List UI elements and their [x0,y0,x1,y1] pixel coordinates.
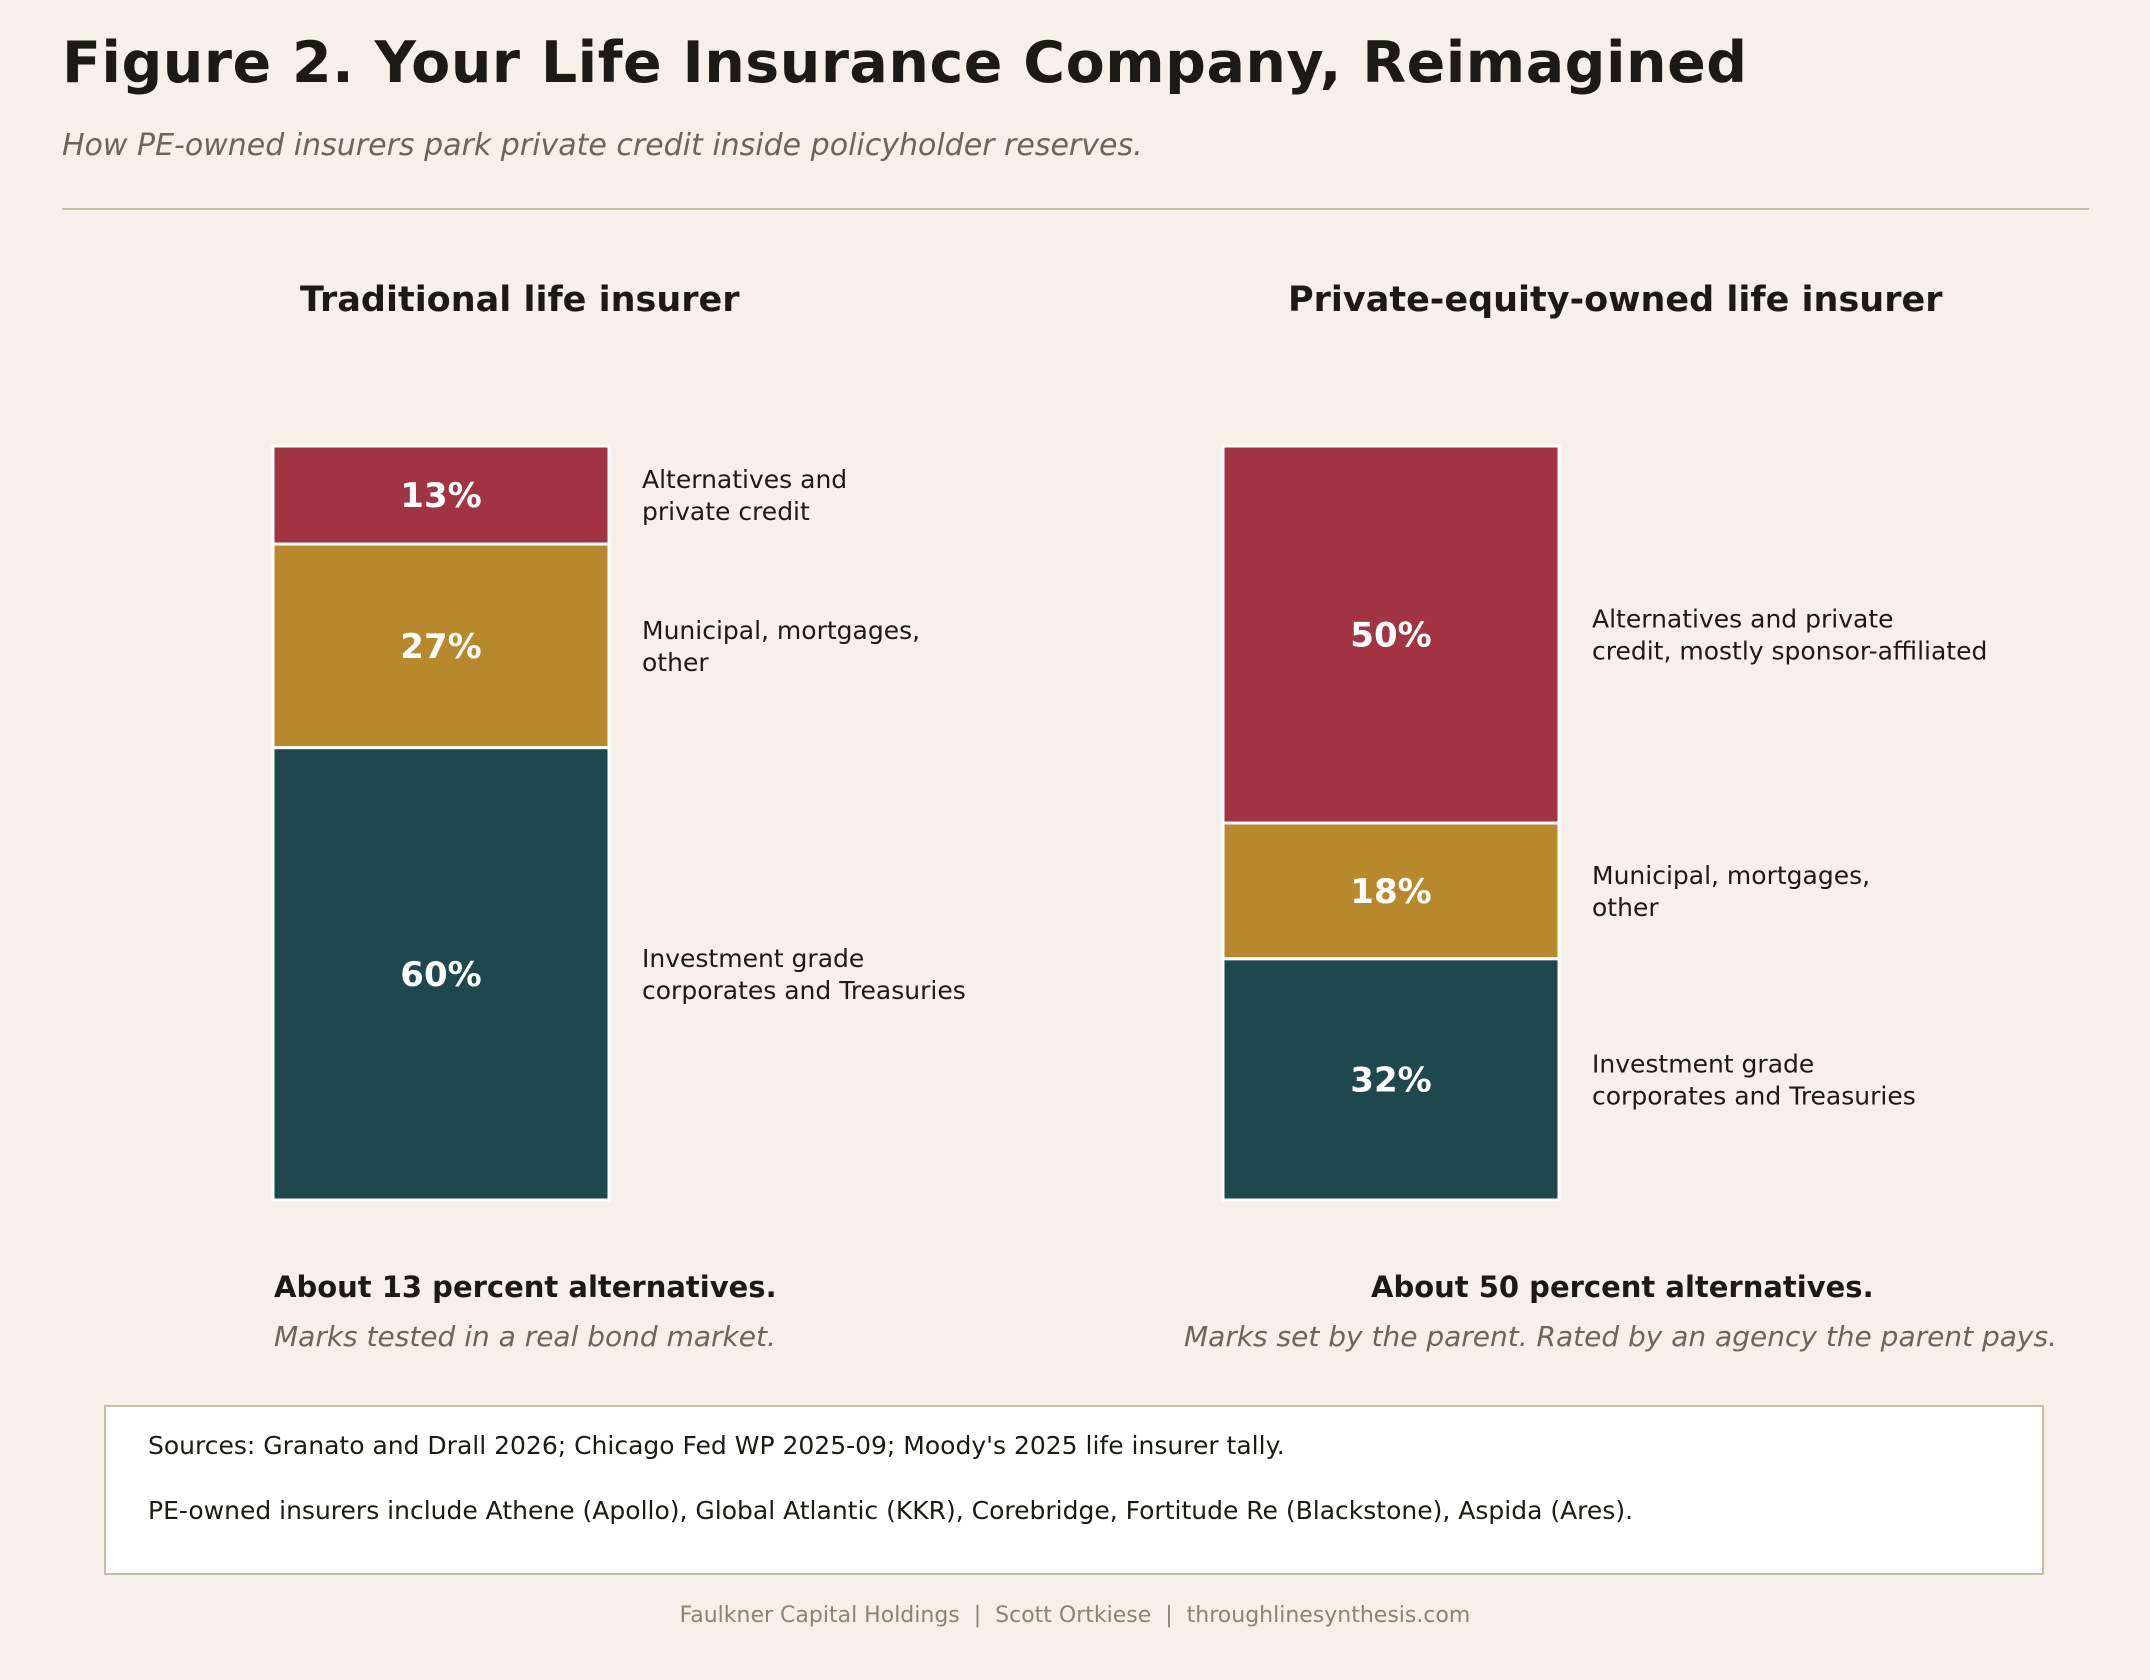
bar-segment-municipal-0 [271,542,611,750]
data-label-alternatives-1: 50% [1350,616,1431,656]
data-label-investment_grade-1: 32% [1350,1060,1431,1100]
data-label-alternatives-0: 13% [400,476,481,516]
segment-label-municipal-1: other [1592,893,1659,922]
segment-label-municipal-0: Municipal, mortgages, [642,616,920,645]
sources-box: Sources: Granato and Drall 2026; Chicago… [104,1405,2044,1575]
footer-credits: Faulkner Capital Holdings | Scott Ortkie… [679,1603,1471,1628]
left-note: Marks tested in a real bond market. [274,1320,776,1353]
segment-label-municipal-0: other [642,648,709,677]
header-divider [62,208,2089,210]
bar-segment-investment_grade-0 [271,746,611,1202]
segment-label-investment_grade-0: Investment grade [642,944,864,973]
segment-label-alternatives-1: credit, mostly sponsor-affiliated [1592,637,1987,666]
data-label-municipal-1: 18% [1350,872,1431,912]
segment-label-alternatives-0: private credit [642,497,810,526]
sources-line: Sources: Granato and Drall 2026; Chicago… [148,1431,1285,1460]
segment-label-alternatives-1: Alternatives and private [1592,605,1894,634]
pe-insurers-line: PE-owned insurers include Athene (Apollo… [148,1496,1634,1525]
bar-segment-alternatives-0 [271,444,611,546]
segment-label-investment_grade-1: corporates and Treasuries [1592,1081,1916,1110]
segment-label-municipal-1: Municipal, mortgages, [1592,861,1870,890]
right-callout: About 50 percent alternatives. [1371,1270,1874,1304]
data-label-municipal-0: 27% [400,627,481,667]
right-note: Marks set by the parent. Rated by an age… [1184,1320,2057,1353]
stacked-bar-charts: 60% Investment grade corporates and Treasu… [271,444,1987,1202]
segment-label-investment_grade-0: corporates and Treasuries [642,976,966,1005]
page-subtitle: How PE-owned insurers park private credi… [62,128,1143,163]
page-title: Figure 2. Your Life Insurance Company, R… [62,30,1748,96]
bar-segment-investment_grade-1 [1221,957,1561,1202]
left-callout: About 13 percent alternatives. [274,1270,777,1304]
right-panel-title: Private-equity-owned life insurer [1288,280,1943,320]
segment-label-alternatives-0: Alternatives and [642,465,847,494]
left-panel-title: Traditional life insurer [300,280,740,320]
bar-segment-alternatives-1 [1221,444,1561,825]
segment-label-investment_grade-1: Investment grade [1592,1049,1814,1078]
data-label-investment_grade-0: 60% [400,955,481,995]
